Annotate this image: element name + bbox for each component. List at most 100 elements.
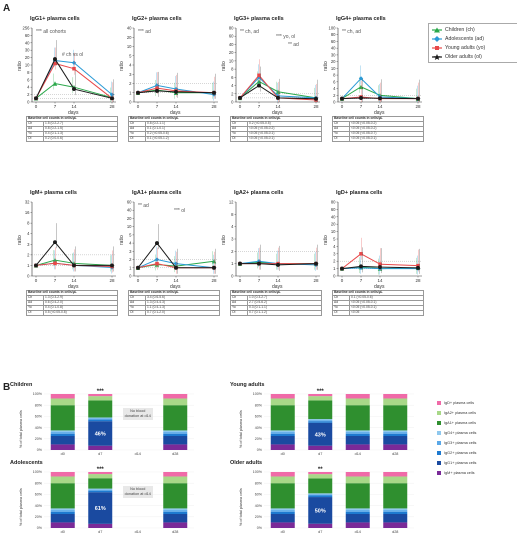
significance-annotation: # ch vs ol: [62, 52, 84, 58]
y-tick-label: 0%: [257, 526, 263, 530]
row-value: <0.05 (<0.05-0.1): [247, 136, 322, 142]
stacked-chart-1: 0% 20% 40% 60% 80% 100% % of total plasma cell…: [19, 389, 194, 456]
y-tick-label: 6: [27, 77, 30, 82]
swatch-icon: [437, 461, 441, 465]
bar-segment: [163, 430, 188, 433]
row-key: Ol: [332, 136, 350, 142]
y-tick-label: 60%: [255, 415, 263, 419]
table-row: Ol 0.7 (0.1-1.2): [230, 310, 322, 316]
data-point: [238, 261, 242, 266]
y-tick-label: 2: [231, 249, 234, 254]
line-chart-8: 0 1 2 3 4 5 10 20 40 60 80 0 7 14 28: [331, 200, 422, 283]
legend-label: Older adults (ol): [445, 53, 482, 60]
bar-segment: [270, 394, 295, 399]
y-tick-label: 30: [331, 52, 336, 57]
x-axis-label: days: [272, 284, 283, 290]
data-point: [34, 263, 38, 268]
y-tick-label: 60%: [255, 493, 263, 497]
data-point: [257, 73, 261, 78]
x-axis-label: days: [170, 110, 181, 116]
x-axis-label: days: [374, 110, 385, 116]
swatch-icon: [437, 411, 441, 415]
bar-segment: [163, 472, 188, 477]
y-tick-label: 0: [129, 100, 132, 105]
data-point: [155, 86, 159, 90]
square-marker-icon: [432, 45, 442, 50]
x-tick-label: 14: [275, 278, 281, 283]
stacked-legend-label: IgM+ plasma cells: [444, 471, 475, 475]
bar-segment: [383, 522, 408, 528]
line-chart-3: 0 2 4 6 8 10 20 40 60 80 0 7 14 28: [229, 26, 320, 109]
data-point: [53, 261, 57, 266]
bar-segment: [383, 432, 408, 434]
y-axis-label: % of total plasma cells: [239, 410, 243, 448]
bar-segment: [163, 433, 188, 436]
y-tick-label: 8: [333, 73, 336, 78]
series-line: [35, 82, 113, 99]
y-tick-label: 40: [331, 214, 336, 219]
x-tick-label: d7: [318, 452, 322, 456]
y-tick-label: 40: [127, 26, 132, 31]
y-tick-label: 6: [231, 75, 234, 80]
table-row: Ol 0.5 (<0.05-0.8): [26, 310, 118, 316]
bar-segment: [50, 430, 75, 433]
bar-segment: [163, 476, 188, 484]
x-tick-label: d0: [61, 530, 65, 534]
data-point: [155, 88, 159, 93]
bar-segment: [308, 396, 333, 401]
stacked-chart-3: 0% 20% 40% 60% 80% 100% % of total plasma cell…: [19, 467, 194, 534]
bar-segment: [308, 472, 333, 475]
data-point: [358, 76, 364, 81]
data-point: [276, 262, 280, 267]
chart-title: IgG4+ plasma cells: [336, 16, 386, 22]
bar-segment: [270, 514, 295, 523]
y-tick-label: 16: [25, 210, 30, 215]
y-tick-label: 2: [231, 91, 234, 96]
bar-segment: [50, 522, 75, 528]
y-tick-label: 4: [129, 241, 132, 246]
data-point: [52, 257, 58, 263]
baseline-table: Baseline cell counts in cells/µL Ch 3.4 (0…: [128, 290, 220, 316]
y-tick-label: 80: [331, 32, 336, 37]
bar-segment: [88, 474, 113, 479]
no-donation-note: No blood donation at d14: [122, 486, 153, 498]
stacked-legend-label: IgG3+ plasma cells: [444, 441, 477, 445]
y-tick-label: 3: [129, 72, 132, 77]
stacked-legend-item: IgG4+ plasma cells: [437, 428, 513, 438]
bar-segment: [50, 398, 75, 406]
bar-segment: [88, 418, 113, 420]
stacked-legend-item: IgG1+ plasma cells: [437, 458, 513, 468]
x-axis-label: days: [68, 284, 79, 290]
baseline-table: Baseline cell counts in cells/µL Ch 1.5 (0…: [26, 116, 118, 142]
bar-segment: [383, 433, 408, 436]
y-tick-label: 40: [127, 208, 132, 213]
data-point: [416, 265, 420, 270]
table-row: Ol <0.05 (<0.05-0.1): [230, 136, 322, 142]
bar-segment: [308, 494, 333, 496]
x-tick-label: d14: [135, 452, 141, 456]
legend-label: Young adults (yo): [445, 44, 486, 51]
y-tick-label: 0: [333, 100, 336, 105]
significance-annotation: ** ch, ad: [342, 29, 361, 35]
bar-segment: [383, 511, 408, 514]
bar-segment: [383, 444, 408, 450]
x-tick-label: d0: [281, 452, 285, 456]
y-tick-label: 256: [23, 26, 31, 31]
y-tick-label: 20: [331, 222, 336, 227]
bar-segment: [345, 444, 370, 450]
table-row: Ol <0.05: [332, 310, 424, 316]
y-tick-label: 60%: [35, 493, 43, 497]
row-value: 0.1 (<0.05-1.2): [145, 136, 220, 142]
data-point: [136, 90, 140, 95]
x-tick-label: d28: [392, 452, 398, 456]
bar-segment: [163, 444, 188, 450]
chart-title: IgG2+ plasma cells: [132, 16, 182, 22]
data-point: [416, 96, 420, 101]
x-tick-label: 7: [54, 104, 57, 109]
x-tick-label: 14: [71, 278, 77, 283]
y-axis-label: ratio: [17, 61, 23, 71]
bar-segment: [345, 398, 370, 406]
y-tick-label: 20: [25, 55, 30, 60]
